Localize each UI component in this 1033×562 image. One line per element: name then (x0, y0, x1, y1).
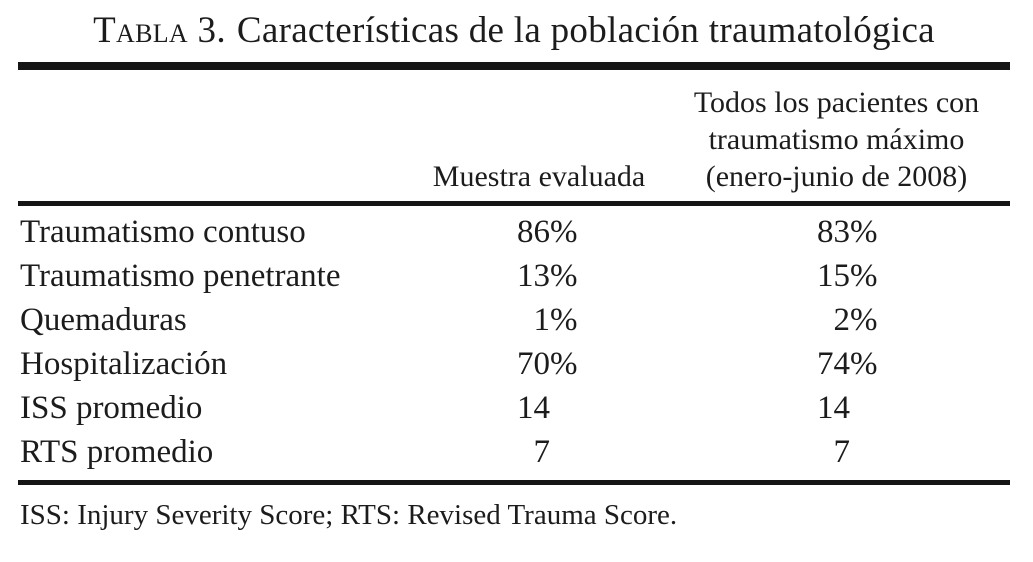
footer-rule (18, 480, 1010, 485)
table-body: Traumatismo contuso 86% 83% Traumatismo … (18, 210, 1010, 474)
table-row: Traumatismo contuso 86% 83% (18, 210, 1010, 254)
row-label: Hospitalización (20, 346, 228, 382)
value-number: 7 (533, 434, 551, 470)
value-suffix: % (850, 214, 878, 250)
sample-value: 70% (415, 342, 663, 386)
table-number-label: Tabla 3. (93, 10, 226, 51)
value-number: 15 (817, 258, 850, 294)
header-sample-column: Muestra evaluada (432, 160, 646, 193)
sample-value: 1% (415, 298, 663, 342)
all-patients-value: 83% (663, 210, 1010, 254)
value-suffix: % (550, 302, 578, 338)
table-figure: Tabla 3. Características de la población … (18, 0, 1010, 533)
table-row: Quemaduras 1% 2% (18, 298, 1010, 342)
row-label: RTS promedio (20, 434, 214, 470)
value-number: 83 (817, 214, 850, 250)
value-number: 13 (517, 258, 550, 294)
value-suffix: % (850, 302, 878, 338)
row-label: ISS promedio (20, 390, 203, 426)
all-patients-value: 15% (663, 254, 1010, 298)
value-number: 7 (833, 434, 851, 470)
value-number: 74 (817, 346, 850, 382)
all-patients-value: 14 (663, 386, 1010, 430)
table-row: Traumatismo penetrante 13% 15% (18, 254, 1010, 298)
column-headers: Muestra evaluada Todos los pacientes con… (18, 84, 1010, 195)
header-all-patients-line2: traumatismo máximo (708, 123, 965, 156)
value-suffix: % (850, 258, 878, 294)
table-row: Hospitalización 70% 74% (18, 342, 1010, 386)
value-number: 86 (517, 214, 550, 250)
value-suffix: % (550, 346, 578, 382)
row-label: Traumatismo penetrante (20, 258, 341, 294)
value-number: 14 (817, 390, 850, 426)
abbreviations-footnote: ISS: Injury Severity Score; RTS: Revised… (20, 499, 678, 531)
value-suffix: % (550, 214, 578, 250)
table-title: Tabla 3. Características de la población … (18, 8, 1010, 54)
header-all-patients-line1: Todos los pacientes con (693, 86, 980, 119)
value-number: 14 (517, 390, 550, 426)
title-rule (18, 62, 1010, 70)
sample-value: 7 (415, 430, 663, 474)
table-row: RTS promedio 7 7 (18, 430, 1010, 474)
header-all-patients-line3: (enero-junio de 2008) (705, 160, 968, 193)
all-patients-value: 74% (663, 342, 1010, 386)
all-patients-value: 2% (663, 298, 1010, 342)
sample-value: 14 (415, 386, 663, 430)
sample-value: 86% (415, 210, 663, 254)
value-suffix: % (550, 258, 578, 294)
value-suffix: % (850, 346, 878, 382)
row-label: Traumatismo contuso (20, 214, 306, 250)
row-label: Quemaduras (20, 302, 187, 338)
value-number: 2 (833, 302, 851, 338)
table-row: ISS promedio 14 14 (18, 386, 1010, 430)
value-number: 1 (533, 302, 551, 338)
value-number: 70 (517, 346, 550, 382)
all-patients-value: 7 (663, 430, 1010, 474)
sample-value: 13% (415, 254, 663, 298)
header-all-patients-column: Todos los pacientes con traumatismo máxi… (663, 84, 1010, 195)
table-title-text: Características de la población traumato… (236, 10, 935, 51)
header-rule (18, 201, 1010, 206)
